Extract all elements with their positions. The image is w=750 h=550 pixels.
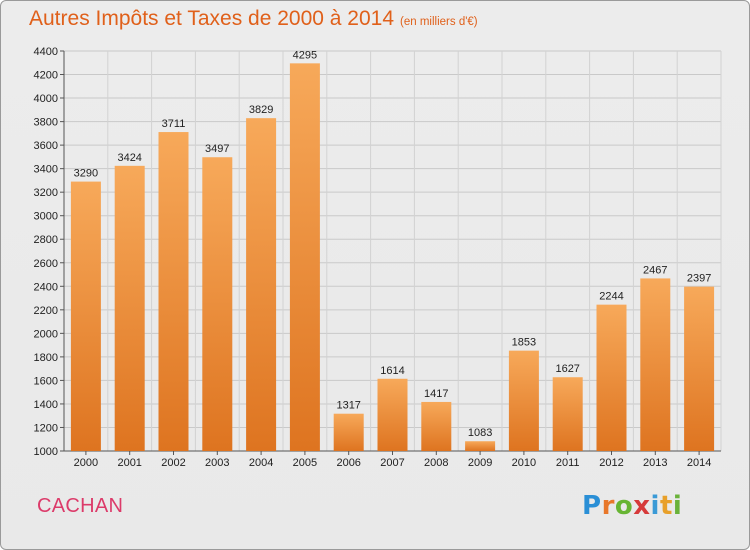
y-tick-label: 3800 (34, 117, 58, 129)
y-tick-label: 4400 (34, 46, 58, 58)
bar (596, 304, 627, 451)
x-tick-label: 2002 (161, 457, 185, 469)
y-tick-label: 1600 (34, 375, 58, 387)
bar (552, 377, 583, 451)
bar (333, 413, 364, 451)
data-label: 1614 (380, 365, 404, 377)
data-label: 1853 (512, 337, 536, 349)
bar (246, 118, 277, 452)
x-tick-label: 2005 (293, 457, 317, 469)
y-tick-label: 3200 (34, 187, 58, 199)
bar (377, 378, 408, 451)
y-tick-label: 2400 (34, 281, 58, 293)
x-tick-label: 2012 (599, 457, 623, 469)
data-label: 2244 (599, 291, 623, 303)
x-tick-label: 2008 (424, 457, 448, 469)
chart-subtitle: (en milliers d'€) (400, 16, 478, 28)
data-label: 3290 (74, 168, 98, 180)
y-tick-label: 3600 (34, 140, 58, 152)
data-label: 3829 (249, 104, 273, 116)
chart-title: Autres Impôts et Taxes de 2000 à 2014 (en… (29, 7, 478, 31)
bar (421, 401, 452, 451)
x-tick-label: 2013 (643, 457, 667, 469)
x-tick-label: 2007 (380, 457, 404, 469)
bar (289, 63, 320, 452)
y-tick-label: 1200 (34, 422, 58, 434)
y-tick-label: 3000 (34, 211, 58, 223)
x-tick-label: 2010 (512, 457, 536, 469)
bar (202, 157, 233, 451)
bar (70, 181, 101, 451)
x-tick-label: 2014 (687, 457, 711, 469)
logo-letter: i (650, 491, 660, 521)
y-tick-label: 1000 (34, 446, 58, 458)
y-tick-label: 1800 (34, 352, 58, 364)
logo-letter: i (672, 491, 683, 521)
location-label: CACHAN (37, 495, 124, 517)
x-tick-label: 2006 (336, 457, 360, 469)
x-tick-label: 2004 (249, 457, 273, 469)
logo-letter: r (601, 491, 615, 521)
label-layer: 3290 3424 3711 3497 3829 4295 1317 1614 1417 1083… (74, 49, 712, 439)
bar (508, 350, 539, 451)
x-tick-label: 2001 (117, 457, 141, 469)
logo-letter: o (614, 491, 634, 521)
y-tick-label: 1400 (34, 399, 58, 411)
bar (640, 278, 671, 451)
data-label: 3711 (162, 118, 186, 130)
bar-layer (70, 63, 715, 452)
y-tick-label: 4200 (34, 70, 58, 82)
data-label: 3424 (117, 152, 141, 164)
data-label: 1627 (555, 363, 579, 375)
bar (684, 286, 715, 451)
proxiti-logo[interactable]: Proxiti (582, 491, 682, 521)
data-label: 3497 (205, 143, 229, 155)
chart-title-text: Autres Impôts et Taxes de 2000 à 2014 (29, 7, 395, 30)
data-label: 4295 (293, 49, 317, 61)
x-tick-label: 2009 (468, 457, 492, 469)
y-tick-label: 4000 (34, 93, 58, 105)
x-tick-label: 2003 (205, 457, 229, 469)
data-label: 2397 (687, 273, 711, 285)
data-label: 1417 (424, 388, 448, 400)
y-tick-label: 2800 (34, 234, 58, 246)
bar (465, 441, 496, 451)
logo-letter: P (582, 491, 602, 521)
bar (158, 132, 189, 451)
x-tick-label: 2011 (556, 457, 580, 469)
logo-letter: x (633, 491, 651, 521)
data-label: 2467 (643, 264, 667, 276)
logo-letter: t (659, 491, 673, 521)
y-tick-label: 2000 (34, 328, 58, 340)
axis-layer: 1000 1200 1400 1600 1800 2000 2200 2400 2600 2800… (34, 46, 721, 469)
y-tick-label: 2200 (34, 305, 58, 317)
y-tick-label: 2600 (34, 258, 58, 270)
y-tick-label: 3400 (34, 164, 58, 176)
bar (114, 165, 145, 451)
data-label: 1083 (468, 427, 492, 439)
data-label: 1317 (336, 400, 360, 412)
x-tick-label: 2000 (74, 457, 98, 469)
